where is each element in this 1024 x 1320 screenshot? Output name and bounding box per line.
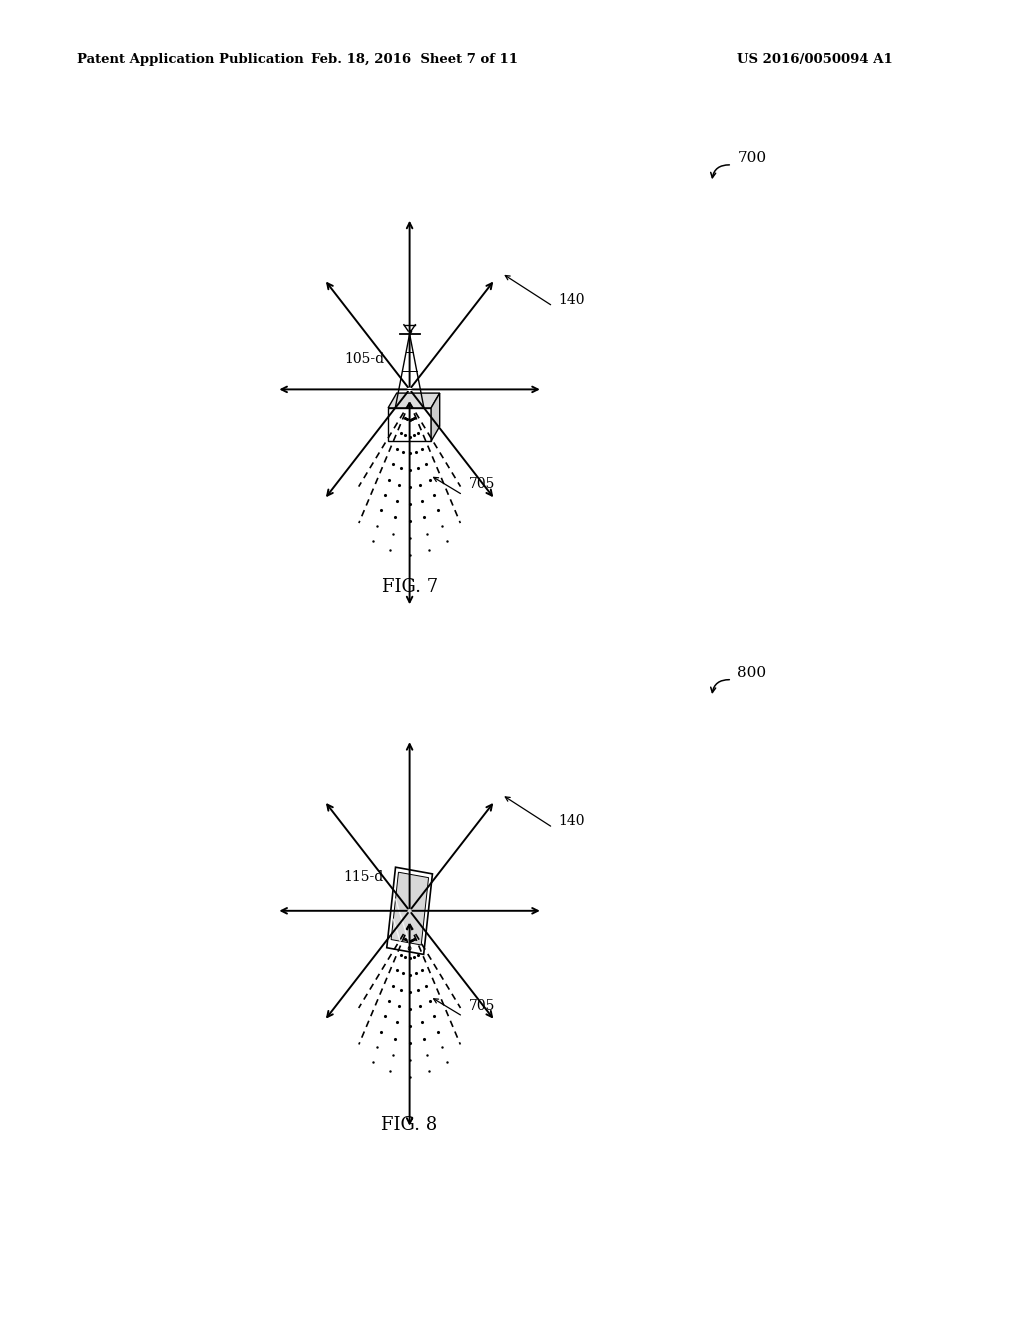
Text: Patent Application Publication: Patent Application Publication	[77, 53, 303, 66]
Text: Feb. 18, 2016  Sheet 7 of 11: Feb. 18, 2016 Sheet 7 of 11	[311, 53, 518, 66]
Text: 140: 140	[558, 293, 585, 306]
Text: FIG. 8: FIG. 8	[382, 1115, 437, 1134]
Polygon shape	[431, 393, 439, 441]
Polygon shape	[388, 408, 431, 441]
Text: 105-d: 105-d	[344, 351, 384, 366]
Polygon shape	[391, 873, 429, 945]
Text: 115-d: 115-d	[344, 870, 384, 884]
Text: 705: 705	[469, 999, 496, 1012]
Text: US 2016/0050094 A1: US 2016/0050094 A1	[737, 53, 893, 66]
Polygon shape	[387, 867, 432, 954]
Polygon shape	[388, 393, 439, 408]
Text: 700: 700	[737, 152, 766, 165]
Text: 705: 705	[469, 478, 496, 491]
Text: 140: 140	[558, 814, 585, 828]
Text: FIG. 7: FIG. 7	[382, 578, 437, 597]
Text: 800: 800	[737, 667, 766, 680]
